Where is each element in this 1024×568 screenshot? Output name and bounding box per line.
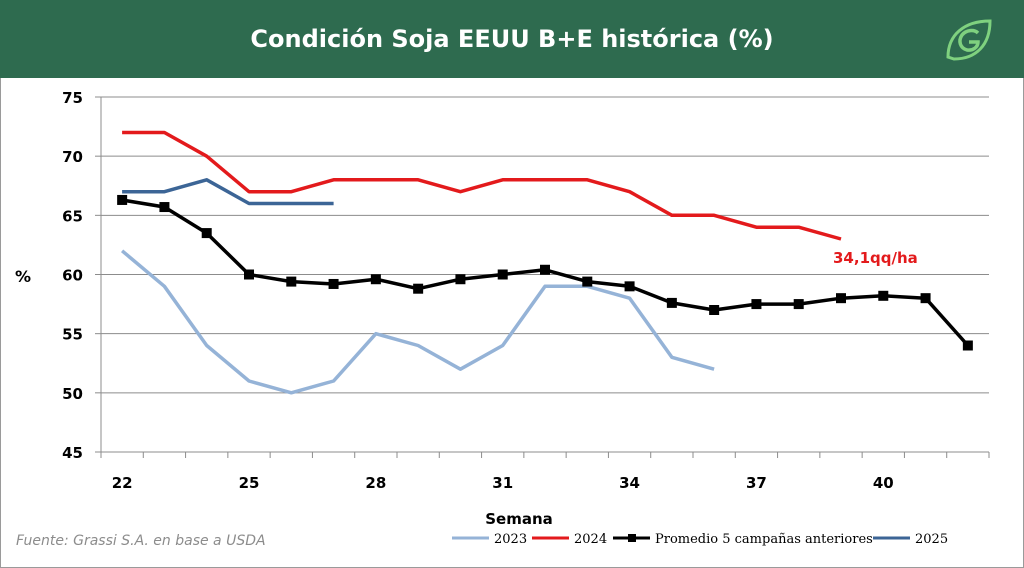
legend-label: 2023 — [494, 532, 527, 547]
title-banner: Condición Soja EEUU B+E histórica (%) — [0, 0, 1024, 78]
x-tick-label: 28 — [365, 474, 386, 492]
x-tick-label: 37 — [746, 474, 767, 492]
y-tick-label: 50 — [62, 385, 83, 403]
legend-item: 2023 — [452, 532, 527, 547]
legend-label: 2024 — [574, 532, 607, 547]
legend-item: Promedio 5 campañas anteriores — [613, 532, 873, 547]
series-2023-line — [120, 249, 715, 395]
x-tick-label: 40 — [873, 474, 894, 492]
series-promedio-5-campa-as-anteriores-marker — [878, 290, 889, 301]
series-promedio-5-campa-as-anteriores-marker — [582, 276, 593, 287]
source-note: Fuente: Grassi S.A. en base a USDA — [16, 533, 266, 549]
series-promedio-5-campa-as-anteriores-marker — [117, 194, 128, 205]
series-promedio-5-campa-as-anteriores-marker — [540, 264, 550, 275]
axis-labels: 45 50 55 60 65 70 75 22 25 28 31 34 37 40% Semana 34,1q… — [15, 89, 918, 528]
legend-label: 2025 — [915, 532, 948, 547]
x-tick-label: 31 — [492, 474, 513, 492]
series-promedio-5-campa-as-anteriores-marker — [962, 340, 973, 351]
series-promedio-5-campa-as-anteriores-marker — [413, 283, 424, 294]
series-promedio-5-campa-as-anteriores-marker — [666, 297, 677, 308]
series-promedio-5-campa-as-anteriores-marker — [455, 274, 466, 285]
series-promedio-5-campa-as-anteriores-marker — [624, 281, 635, 292]
y-tick-label: 60 — [62, 267, 83, 285]
series-2024-line — [122, 130, 842, 241]
legend: 2023 2024 Promedio 5 campañas anteriores 20… — [452, 532, 948, 547]
y-tick-label: 45 — [62, 444, 83, 462]
y-tick-label: 65 — [62, 207, 83, 225]
y-tick-label: 55 — [62, 326, 83, 344]
x-tick-label: 34 — [619, 474, 640, 492]
annotation-label: 34,1qq/ha — [833, 249, 918, 267]
x-axis-title: Semana — [485, 510, 553, 528]
legend-label: Promedio 5 campañas anteriores — [655, 532, 873, 547]
series-lines — [117, 130, 973, 395]
legend-item: 2024 — [532, 532, 607, 547]
series-promedio-5-campa-as-anteriores-marker — [836, 293, 846, 304]
series-promedio-5-campa-as-anteriores-marker — [328, 278, 339, 289]
axes — [95, 96, 990, 458]
gridlines — [101, 96, 989, 394]
x-tick-label: 22 — [112, 474, 133, 492]
page-title: Condición Soja EEUU B+E histórica (%) — [250, 25, 774, 53]
series-promedio-5-campa-as-anteriores-marker — [497, 269, 508, 280]
series-promedio-5-campa-as-anteriores-marker — [159, 202, 170, 213]
y-axis-title: % — [15, 267, 31, 286]
series-promedio-5-campa-as-anteriores-marker — [286, 276, 297, 287]
series-promedio-5-campa-as-anteriores-marker — [244, 269, 254, 280]
y-tick-label: 75 — [62, 89, 83, 107]
series-promedio-5-campa-as-anteriores-marker — [370, 274, 381, 285]
series-promedio-5-campa-as-anteriores-marker — [201, 228, 212, 239]
legend-item: 2025 — [873, 532, 948, 547]
y-tick-label: 70 — [62, 148, 83, 166]
series-promedio-5-campa-as-anteriores-marker — [793, 299, 804, 310]
series-promedio-5-campa-as-anteriores-marker — [751, 299, 762, 310]
legend-marker — [628, 534, 636, 542]
series-2025-line — [122, 178, 334, 206]
series-promedio-5-campa-as-anteriores-marker — [709, 305, 720, 315]
x-tick-label: 25 — [239, 474, 260, 492]
leaf-logo-icon — [946, 19, 992, 61]
series-promedio-5-campa-as-anteriores-marker — [920, 293, 931, 304]
